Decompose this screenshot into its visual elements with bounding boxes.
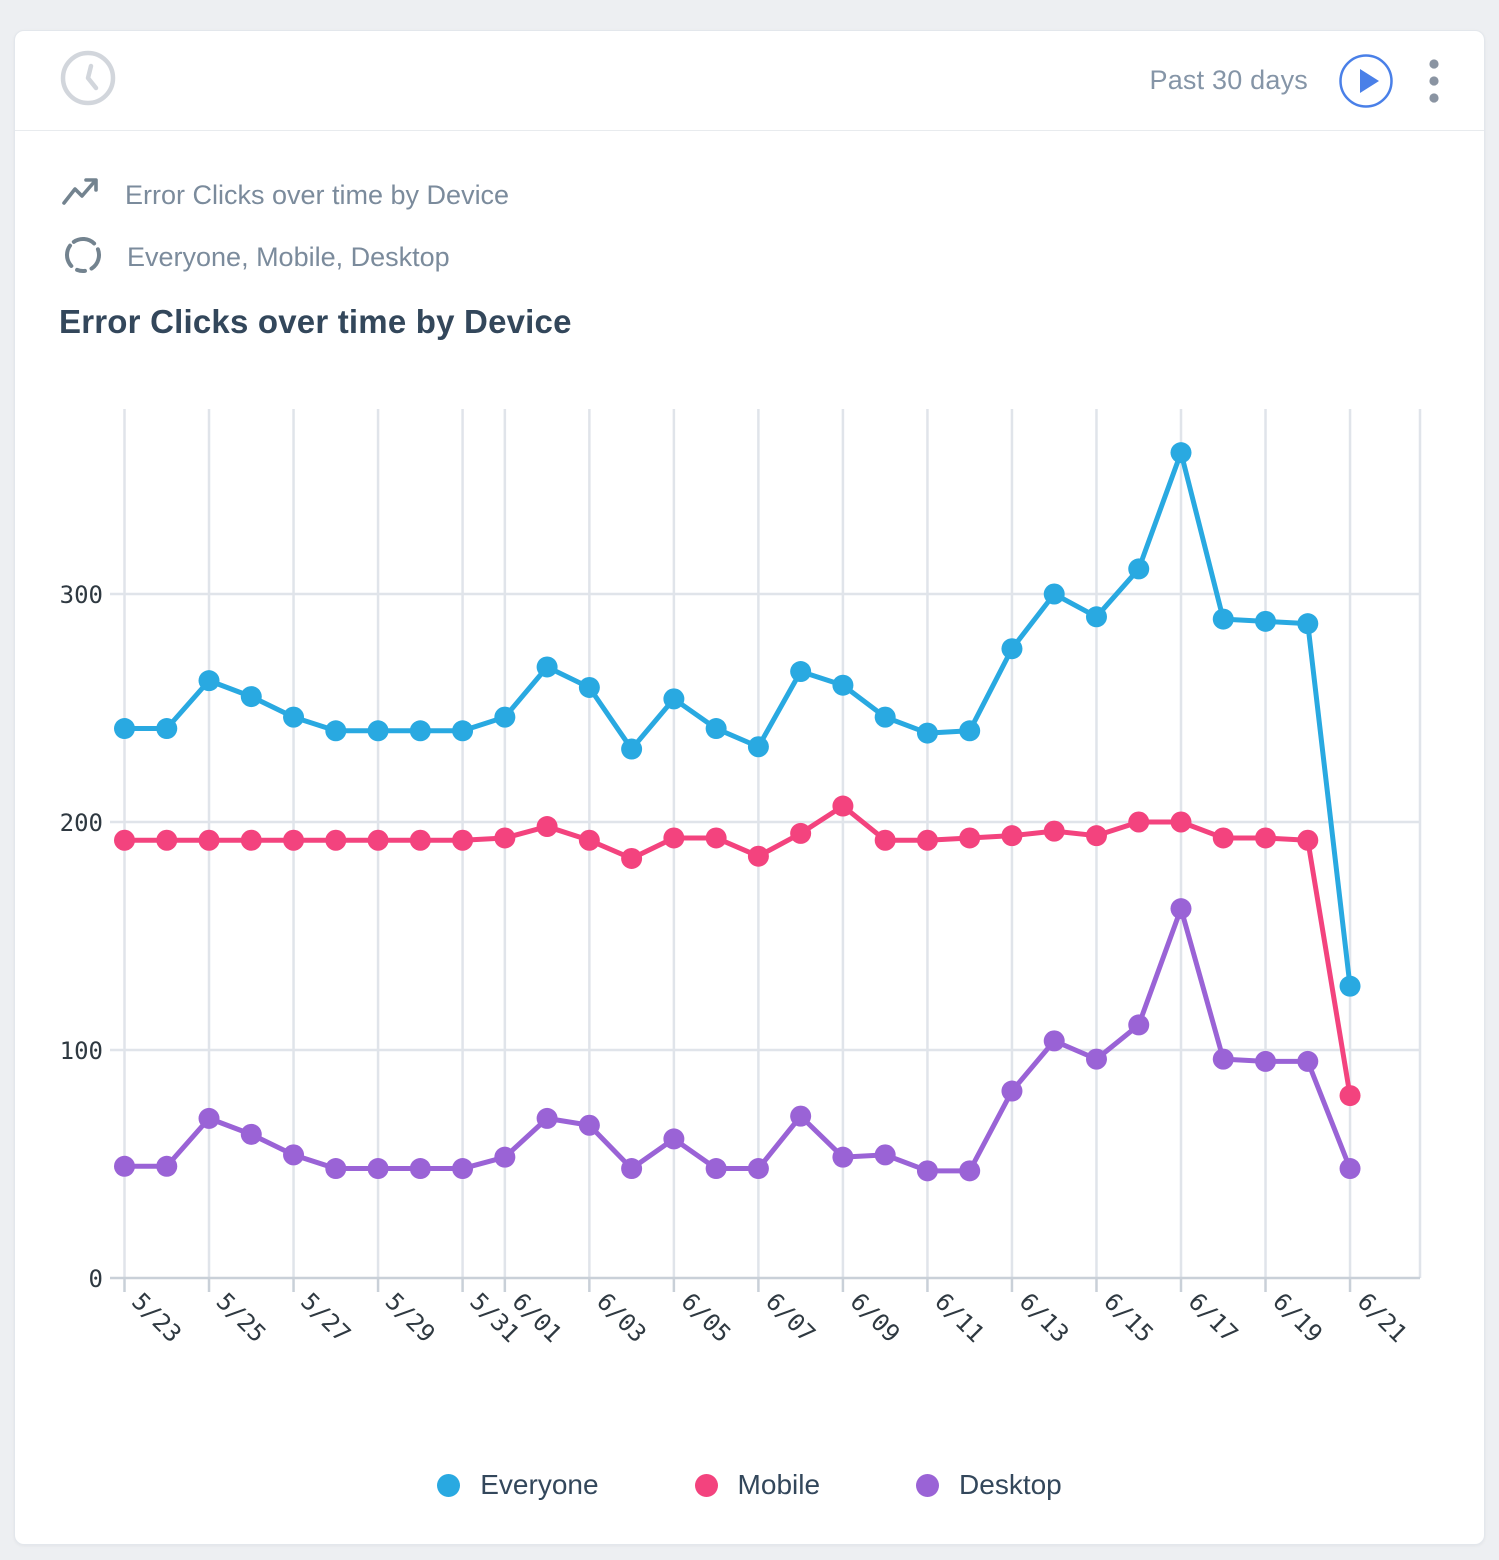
legend-dot-everyone: [437, 1473, 461, 1497]
more-menu-button[interactable]: [1424, 53, 1444, 109]
svg-text:5/23: 5/23: [126, 1287, 187, 1348]
svg-text:6/11: 6/11: [929, 1287, 990, 1348]
svg-text:200: 200: [60, 809, 103, 837]
segments-icon: [61, 233, 105, 282]
svg-text:6/05: 6/05: [676, 1287, 737, 1348]
svg-text:100: 100: [60, 1037, 103, 1065]
chart-area: 0 100 200 300 5/23 5/25 5/27 5/29 5/31 6/01 6/03 6/…: [15, 401, 1484, 1421]
topbar-actions: Past 30 days: [1149, 52, 1445, 109]
metric-row: Error Clicks over time by Device: [61, 176, 509, 215]
svg-text:5/29: 5/29: [380, 1287, 441, 1348]
metric-label: Error Clicks over time by Device: [125, 180, 510, 210]
date-range-label: Past 30 days: [1149, 65, 1308, 95]
chart-legend: Everyone Mobile Desktop: [15, 1469, 1484, 1501]
legend-item-everyone[interactable]: Everyone: [437, 1469, 599, 1501]
svg-text:6/21: 6/21: [1352, 1287, 1413, 1348]
svg-text:6/03: 6/03: [591, 1287, 652, 1348]
svg-text:6/17: 6/17: [1183, 1287, 1244, 1348]
kebab-icon: [1429, 58, 1439, 103]
segments-row: Everyone, Mobile, Desktop: [61, 233, 450, 282]
svg-text:6/15: 6/15: [1098, 1287, 1159, 1348]
svg-text:300: 300: [60, 581, 103, 609]
svg-text:6/09: 6/09: [845, 1287, 906, 1348]
legend-item-mobile[interactable]: Mobile: [694, 1469, 821, 1501]
svg-text:0: 0: [89, 1265, 103, 1293]
page-title: Error Clicks over time by Device: [59, 303, 572, 340]
svg-text:6/19: 6/19: [1267, 1287, 1328, 1348]
legend-item-desktop[interactable]: Desktop: [916, 1469, 1062, 1501]
segments-label: Everyone, Mobile, Desktop: [127, 242, 450, 272]
svg-text:5/25: 5/25: [211, 1287, 272, 1348]
legend-label-desktop: Desktop: [959, 1469, 1062, 1500]
legend-label-mobile: Mobile: [737, 1469, 821, 1500]
play-icon: [1339, 53, 1393, 108]
card-topbar: Past 30 days: [15, 31, 1484, 131]
svg-text:6/13: 6/13: [1014, 1287, 1075, 1348]
legend-dot-desktop: [916, 1473, 940, 1497]
svg-text:6/07: 6/07: [760, 1287, 821, 1348]
svg-text:5/27: 5/27: [295, 1287, 356, 1348]
dashboard-card: Past 30 days: [14, 30, 1485, 1545]
clock-icon: [59, 49, 117, 112]
legend-label-everyone: Everyone: [480, 1469, 599, 1500]
play-button[interactable]: [1338, 52, 1394, 109]
trend-icon: [61, 176, 103, 215]
legend-dot-mobile: [694, 1473, 718, 1497]
